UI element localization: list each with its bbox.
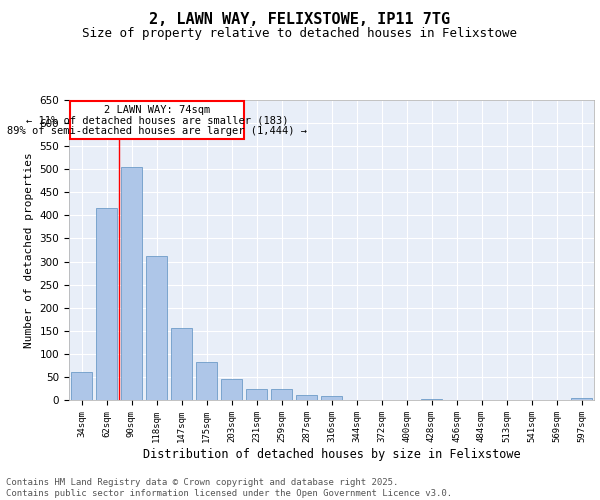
Bar [296,396,317,400]
Bar [171,328,192,400]
Bar [321,396,342,400]
Bar [71,372,92,400]
Text: 2, LAWN WAY, FELIXSTOWE, IP11 7TG: 2, LAWN WAY, FELIXSTOWE, IP11 7TG [149,12,451,28]
Bar [121,167,142,400]
Text: ← 11% of detached houses are smaller (183): ← 11% of detached houses are smaller (18… [25,116,288,126]
Bar [96,208,117,400]
Bar [246,390,267,400]
Bar [421,398,442,400]
Text: 89% of semi-detached houses are larger (1,444) →: 89% of semi-detached houses are larger (… [7,126,307,136]
Text: Contains HM Land Registry data © Crown copyright and database right 2025.
Contai: Contains HM Land Registry data © Crown c… [6,478,452,498]
FancyBboxPatch shape [70,101,244,139]
Bar [221,379,242,400]
Bar [271,390,292,400]
Y-axis label: Number of detached properties: Number of detached properties [24,152,34,348]
X-axis label: Distribution of detached houses by size in Felixstowe: Distribution of detached houses by size … [143,448,520,460]
Bar [146,256,167,400]
Text: 2 LAWN WAY: 74sqm: 2 LAWN WAY: 74sqm [104,105,210,115]
Text: Size of property relative to detached houses in Felixstowe: Size of property relative to detached ho… [83,28,517,40]
Bar [196,362,217,400]
Bar [571,398,592,400]
